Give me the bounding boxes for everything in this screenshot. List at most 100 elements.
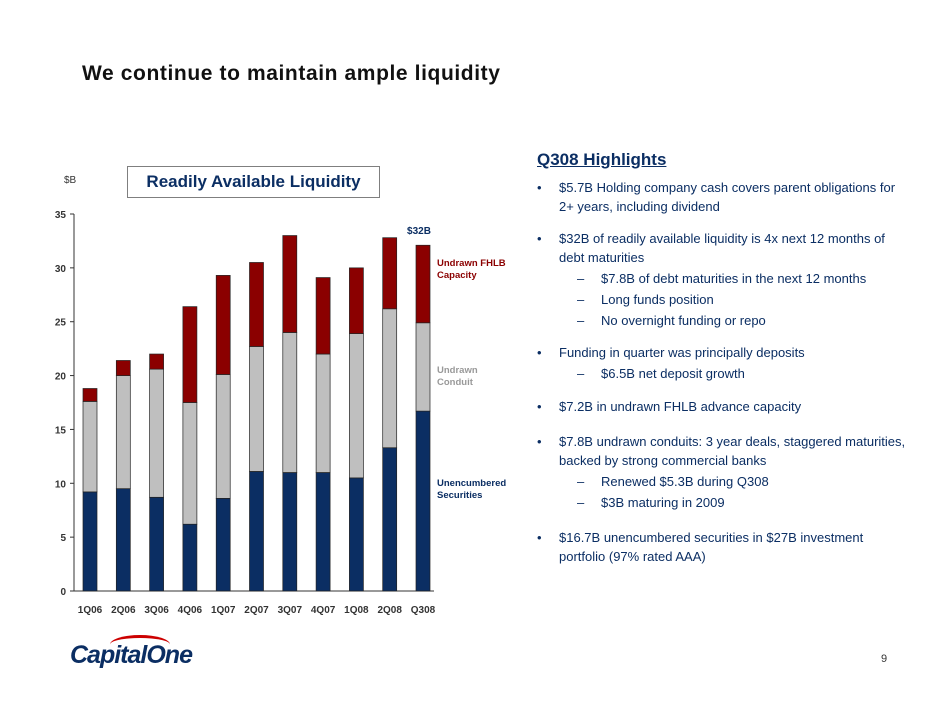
bar-segment-fhlb	[415, 244, 431, 324]
highlight-bullet: • $7.2B in undrawn FHLB advance capacity	[537, 397, 907, 416]
bar-segment-conduit	[182, 402, 198, 525]
highlights-title: Q308 Highlights	[537, 150, 667, 169]
bullet-text: $5.7B Holding company cash covers parent…	[559, 180, 896, 214]
y-tick-label: 0	[60, 587, 66, 598]
bullet-icon: •	[537, 345, 542, 360]
highlight-bullet: • $32B of readily available liquidity is …	[537, 229, 907, 267]
highlight-bullet: • $5.7B Holding company cash covers paren…	[537, 178, 907, 216]
legend-securities-line1: Unencumbered	[437, 478, 506, 489]
bar-segment-conduit	[82, 401, 98, 493]
bar-segment-securities	[282, 472, 298, 592]
x-tick-label: 2Q06	[111, 605, 136, 616]
bar-segment-securities	[215, 498, 231, 592]
bar-segment-securities	[415, 410, 431, 592]
bar-segment-fhlb	[315, 277, 331, 355]
highlight-sub-bullet: – Renewed $5.3B during Q308	[537, 472, 907, 491]
bar-segment-securities	[349, 477, 364, 592]
sub-bullet-text: $6.5B net deposit growth	[601, 366, 745, 381]
dash-icon: –	[577, 292, 585, 307]
y-tick-label: 30	[55, 264, 67, 275]
highlight-sub-bullet: – Long funds position	[537, 290, 907, 309]
bullet-text: $16.7B unencumbered securities in $27B i…	[559, 530, 864, 564]
highlight-bullet: • $7.8B undrawn conduits: 3 year deals, s…	[537, 432, 907, 470]
y-tick-label: 15	[55, 425, 67, 436]
x-tick-label: 4Q06	[178, 605, 203, 616]
dash-icon: –	[577, 366, 585, 381]
bar-segment-fhlb	[215, 275, 231, 375]
highlight-bullet: • Funding in quarter was principally depo…	[537, 343, 907, 362]
y-tick-label: 10	[55, 479, 67, 490]
bar-segment-securities	[249, 471, 264, 592]
bar-segment-securities	[182, 523, 198, 592]
legend-conduit-line2: Conduit	[437, 377, 474, 388]
y-tick-label: 5	[60, 533, 66, 544]
highlight-bullet: • $16.7B unencumbered securities in $27B …	[537, 528, 907, 566]
x-tick-label: 3Q06	[144, 605, 169, 616]
chart-title-box: Readily Available Liquidity	[127, 166, 380, 198]
page-number: 9	[881, 653, 888, 665]
y-tick-label: 20	[55, 372, 67, 383]
highlight-sub-bullet: – $7.8B of debt maturities in the next 12…	[537, 269, 907, 288]
x-tick-label: 2Q08	[377, 605, 402, 616]
bar-segment-fhlb	[82, 388, 98, 402]
bar-segment-conduit	[315, 353, 331, 473]
dash-icon: –	[577, 313, 585, 328]
bar-segment-securities	[315, 472, 331, 592]
bar-segment-securities	[115, 488, 131, 592]
bullet-text: Funding in quarter was principally depos…	[559, 345, 805, 360]
bar-segment-conduit	[149, 368, 164, 498]
highlight-sub-bullet: – $3B maturing in 2009	[537, 493, 907, 512]
x-tick-label: Q308	[411, 605, 436, 616]
bullet-icon: •	[537, 231, 542, 246]
bar-segment-fhlb	[149, 353, 164, 370]
x-tick-label: 1Q08	[344, 605, 369, 616]
sub-bullet-text: $7.8B of debt maturities in the next 12 …	[601, 271, 867, 286]
legend-securities-line2: Securities	[437, 490, 482, 501]
sub-bullet-text: $3B maturing in 2009	[601, 495, 725, 510]
logo-swoosh-icon	[110, 635, 170, 654]
bar-segment-conduit	[349, 333, 364, 479]
legend-fhlb-line1: Undrawn FHLB	[437, 258, 506, 269]
slide-title: We continue to maintain ample liquidity	[82, 62, 501, 85]
bar-segment-conduit	[282, 332, 298, 473]
sub-bullet-text: Renewed $5.3B during Q308	[601, 474, 769, 489]
bar-segment-securities	[82, 491, 98, 592]
dash-icon: –	[577, 495, 585, 510]
chart-unit-label: $B	[64, 175, 77, 186]
dash-icon: –	[577, 271, 585, 286]
highlight-sub-bullet: – $6.5B net deposit growth	[537, 364, 907, 383]
sub-bullet-text: Long funds position	[601, 292, 714, 307]
bullet-icon: •	[537, 434, 542, 449]
y-tick-label: 35	[55, 210, 67, 221]
capital-one-logo: CapitalOne	[70, 635, 193, 670]
bar-segment-securities	[382, 447, 398, 592]
bar-segment-conduit	[115, 375, 131, 490]
bullet-icon: •	[537, 530, 542, 545]
highlight-sub-bullet: – No overnight funding or repo	[537, 311, 907, 330]
bullet-icon: •	[537, 399, 542, 414]
x-tick-label: 3Q07	[278, 605, 303, 616]
total-annotation: $32B	[407, 226, 431, 237]
bar-segment-conduit	[415, 322, 431, 412]
bar-segment-fhlb	[182, 306, 198, 403]
legend-conduit-line1: Undrawn	[437, 365, 478, 376]
bar-segment-fhlb	[282, 235, 298, 333]
bar-segment-fhlb	[115, 360, 131, 376]
bullet-text: $7.8B undrawn conduits: 3 year deals, st…	[559, 434, 906, 468]
highlights-list: • $5.7B Holding company cash covers paren…	[537, 178, 907, 566]
bar-segment-fhlb	[249, 262, 264, 347]
bullet-text: $7.2B in undrawn FHLB advance capacity	[559, 399, 802, 414]
bar-segment-conduit	[215, 374, 231, 499]
legend-fhlb-line2: Capacity	[437, 270, 477, 281]
bullet-icon: •	[537, 180, 542, 195]
bar-segment-fhlb	[349, 267, 364, 334]
bar-segment-securities	[149, 496, 164, 592]
x-tick-label: 1Q07	[211, 605, 236, 616]
bullet-text: $32B of readily available liquidity is 4…	[559, 231, 885, 265]
bar-segment-conduit	[249, 346, 264, 472]
x-tick-label: 4Q07	[311, 605, 336, 616]
bar-segment-fhlb	[382, 237, 398, 310]
dash-icon: –	[577, 474, 585, 489]
x-tick-label: 2Q07	[244, 605, 269, 616]
